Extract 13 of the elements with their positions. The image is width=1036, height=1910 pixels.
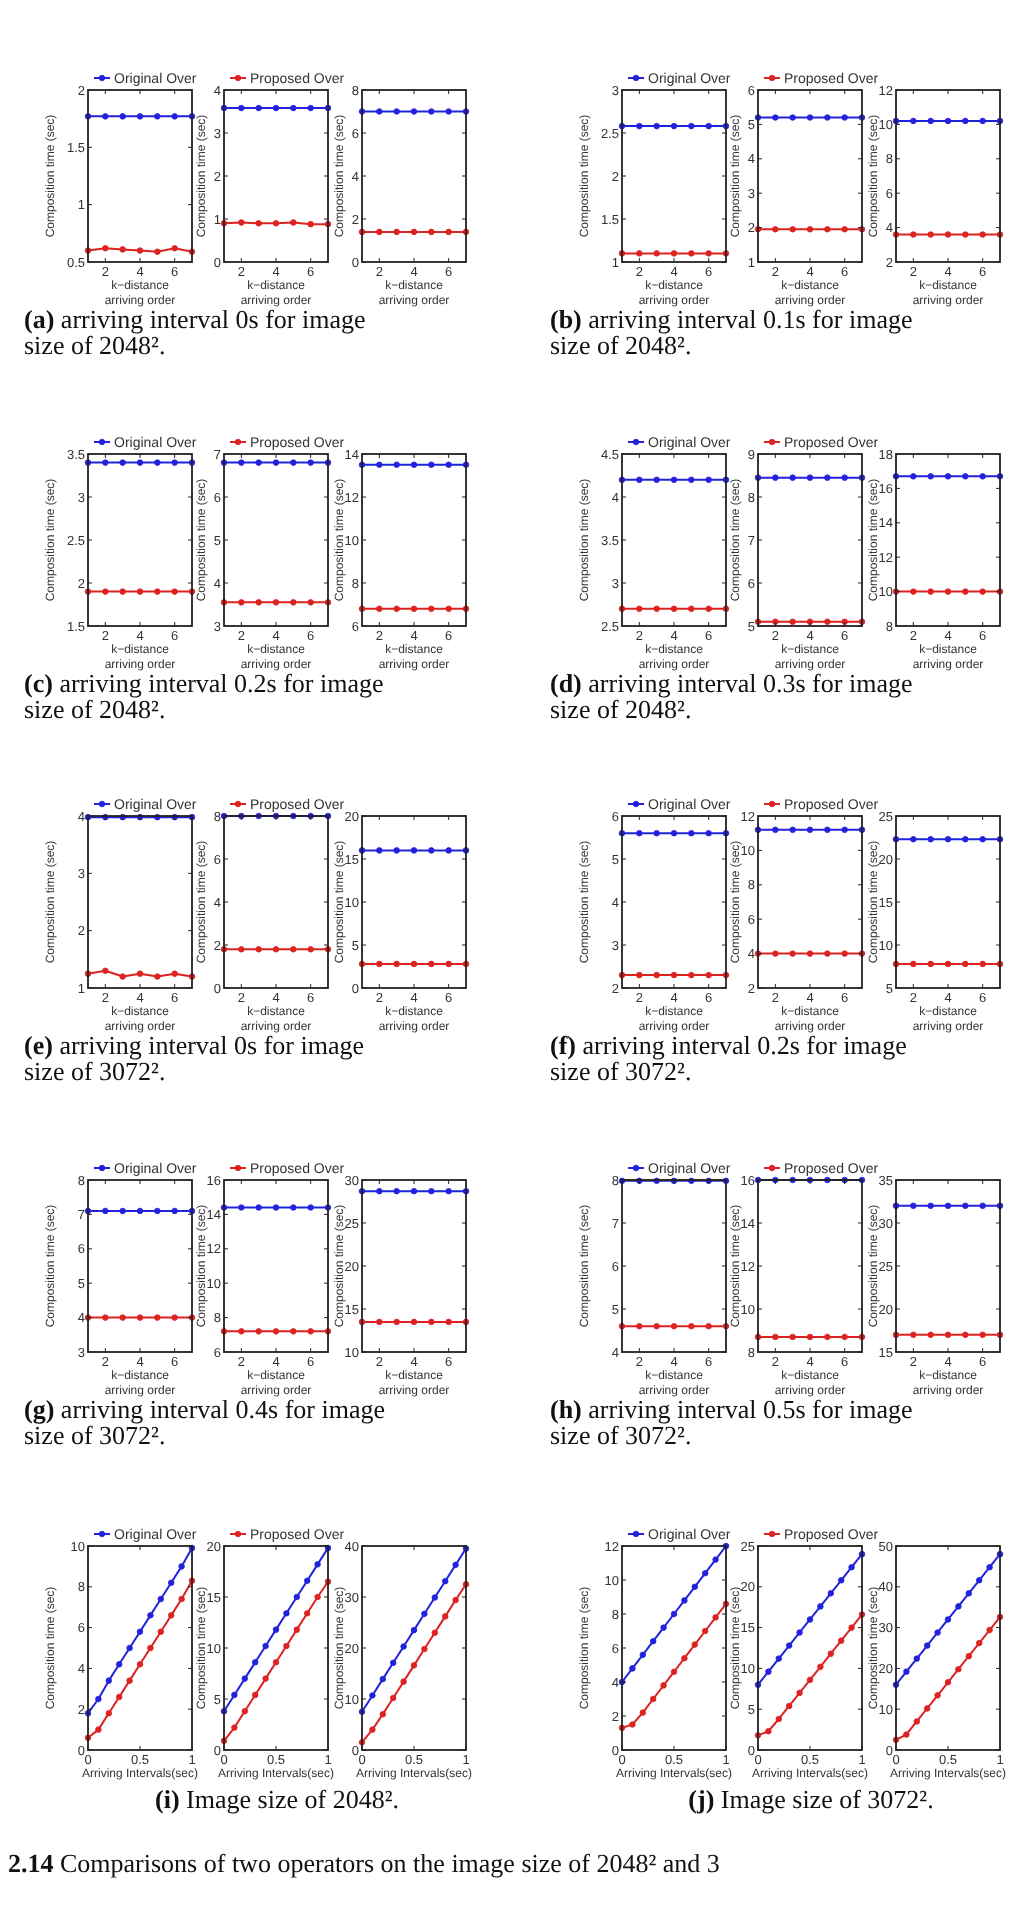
text: (b) arriving interval 0.1s for image size of 2048².	[550, 304, 913, 360]
text: (h) arriving interval 0.5s for image size of 3072².	[550, 1394, 913, 1450]
text: (c) arriving interval 0.2s for image size of 2048².	[24, 668, 385, 724]
line-series	[358, 1545, 470, 1715]
text: (j) Image size of 3072².	[688, 1784, 934, 1814]
text: (e) arriving interval 0s for image size of 3072².	[24, 1030, 365, 1086]
text: (i) Image size of 2048².	[155, 1784, 399, 1814]
line-series	[358, 1581, 470, 1746]
text: (g) arriving interval 0.4s for image size of 3072².	[24, 1394, 386, 1450]
text: (f) arriving interval 0.2s for image size of 3072².	[550, 1030, 908, 1086]
text: 2.14 Comparisons of two operators on the image size of 2048² and 3	[8, 1848, 720, 1878]
text: (a) arriving interval 0s for image size of 2048².	[24, 304, 366, 360]
text: (d) arriving interval 0.3s for image size of 2048².	[550, 668, 913, 724]
